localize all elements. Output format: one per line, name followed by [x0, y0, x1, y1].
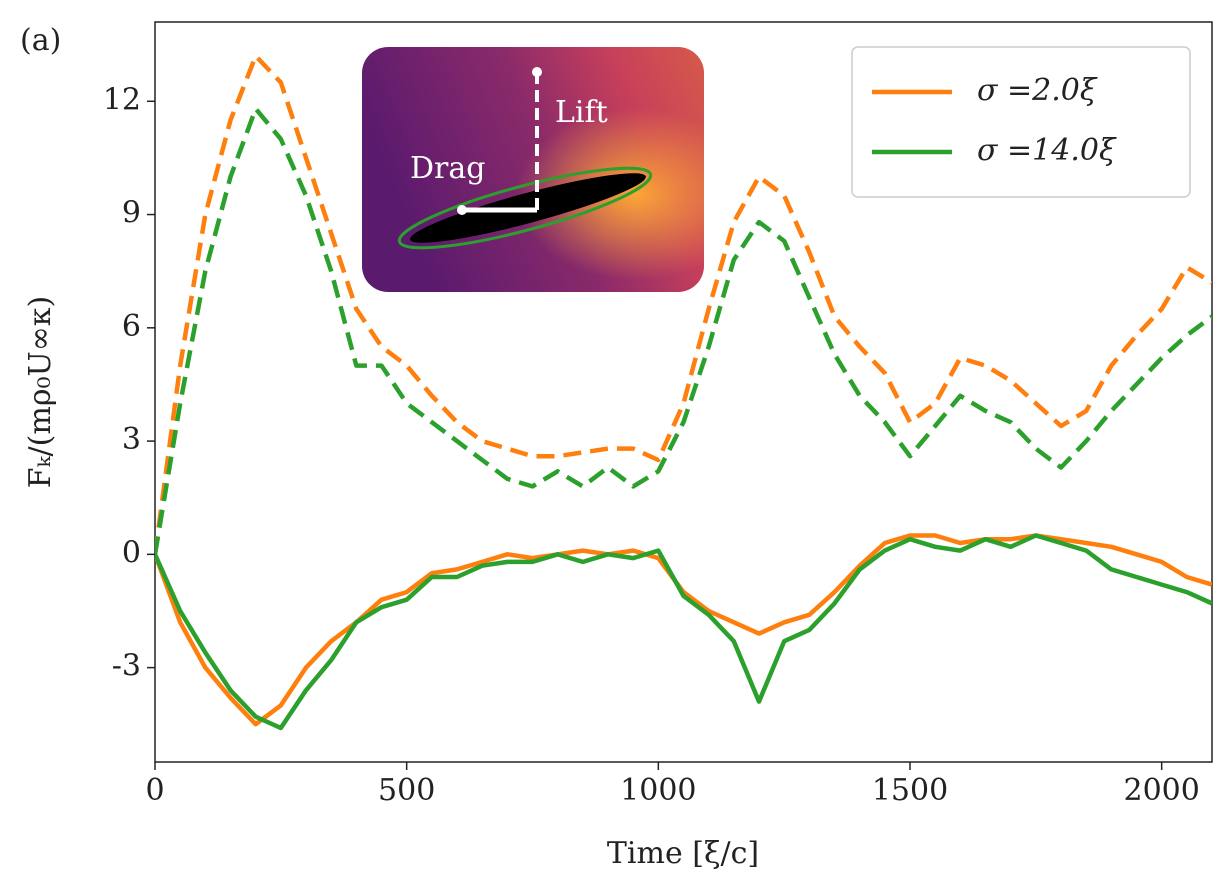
legend-label: σ =2.0ξ: [977, 73, 1098, 108]
x-tick-label: 1000: [620, 773, 696, 808]
x-tick-label: 0: [145, 773, 164, 808]
y-tick-label: 3: [122, 422, 141, 457]
legend-label: σ =14.0ξ: [977, 133, 1117, 168]
y-tick-label: -3: [112, 649, 141, 684]
y-tick-label: 0: [122, 535, 141, 570]
inset: Lift Drag: [362, 47, 704, 292]
data-line: [155, 53, 1212, 555]
y-tick-label: 12: [103, 82, 141, 117]
y-tick-label: 6: [122, 309, 141, 344]
x-tick-label: 2000: [1123, 773, 1199, 808]
airfoil-outline: [397, 166, 653, 250]
panel-label: (a): [20, 23, 61, 58]
x-tick-label: 1500: [872, 773, 948, 808]
data-line: [155, 533, 1212, 731]
data-line: [155, 533, 1212, 727]
lift-arrowhead: [532, 67, 542, 77]
inset-label: Drag: [410, 151, 485, 186]
drag-arrowhead: [457, 205, 467, 215]
y-tick-label: 9: [122, 196, 141, 231]
y-axis-label: Fₖ/(mρ₀U∞κ): [23, 296, 58, 488]
data-line: [155, 106, 1212, 555]
legend-box: [851, 46, 1191, 198]
x-axis-label: Time [ξ/c]: [607, 836, 759, 871]
x-tick-label: 500: [378, 773, 435, 808]
inset-label: Lift: [555, 95, 608, 130]
plot-frame: [154, 21, 1213, 763]
